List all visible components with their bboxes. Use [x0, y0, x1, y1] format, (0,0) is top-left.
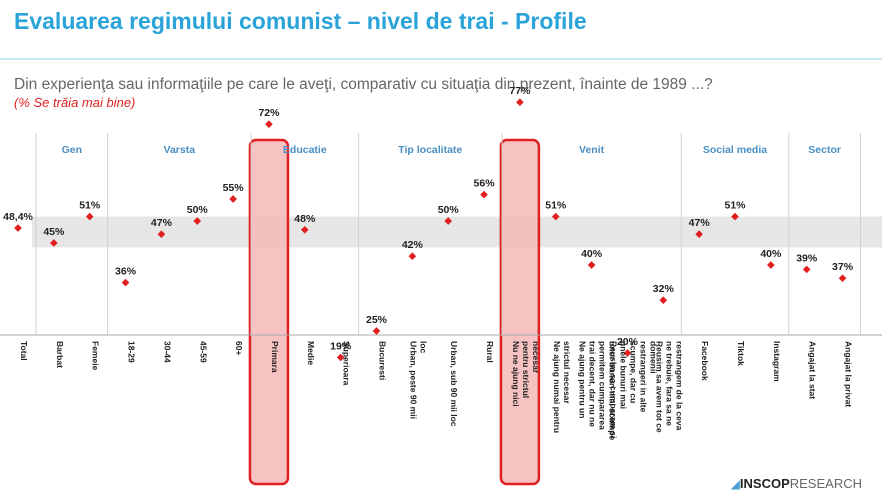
data-point — [14, 224, 22, 232]
data-label: 40% — [760, 248, 782, 260]
data-point — [408, 252, 417, 261]
data-label: 45% — [43, 226, 65, 238]
data-label: 47% — [151, 217, 173, 229]
data-label: 72% — [258, 107, 280, 119]
category-label: Bucuresti — [378, 341, 388, 380]
category-label: Angajat la privat — [844, 341, 854, 407]
data-label: 32% — [653, 283, 675, 295]
category-label: Rural — [485, 341, 495, 363]
data-label: 48,4% — [3, 211, 33, 223]
category-label: Instagram — [772, 341, 782, 382]
data-point — [623, 349, 632, 357]
data-point — [444, 217, 453, 225]
data-label: 48% — [294, 213, 316, 225]
data-point — [265, 120, 273, 129]
data-label: 39% — [796, 252, 818, 264]
data-point — [731, 212, 739, 221]
data-point — [587, 261, 596, 269]
data-point — [121, 278, 130, 287]
data-label: 50% — [187, 204, 209, 216]
category-label: Urban, peste 90 miiloc — [408, 341, 428, 419]
data-point — [659, 296, 668, 305]
category-label: Reusim sa avem tot cene trebuie, fara sa… — [654, 341, 684, 433]
category-label: Nu ne ajung nicipentru strictulnecesar — [511, 341, 541, 407]
data-point — [802, 265, 811, 274]
category-label: Urban, sub 90 mii loc — [449, 341, 459, 427]
category-label: 60+ — [234, 341, 244, 355]
data-point — [695, 230, 703, 239]
group-label: Venit — [579, 144, 605, 156]
data-point — [767, 261, 775, 269]
inscop-logo: ◢INSCOPRESEARCH — [731, 476, 862, 491]
average-band — [32, 216, 882, 248]
data-label: 77% — [509, 85, 531, 97]
data-label: 19% — [330, 340, 352, 352]
data-label: 51% — [79, 200, 101, 212]
logo-mark-icon: ◢ — [730, 477, 740, 491]
category-label: Ne ajung pentru untrai decent, dar nu ne… — [578, 341, 618, 440]
data-label: 42% — [402, 239, 424, 251]
data-label: 36% — [115, 266, 137, 278]
data-point — [516, 98, 524, 107]
data-point — [838, 274, 847, 283]
highlight-box — [248, 138, 290, 486]
category-label: Ne ajung numai pentrustrictul necesar — [552, 341, 572, 433]
group-label: Tip localitate — [398, 144, 462, 156]
data-point — [551, 212, 560, 221]
category-label: Total — [19, 341, 29, 361]
data-label: 50% — [438, 204, 460, 216]
data-point — [300, 225, 309, 234]
data-label: 55% — [223, 182, 245, 194]
logo-suffix: RESEARCH — [789, 476, 862, 491]
category-label: Reusim sa cumparam siunele bunuri maiscu… — [608, 341, 658, 438]
category-label: Facebook — [700, 341, 710, 381]
category-label: 18-29 — [127, 341, 137, 363]
data-point — [229, 195, 237, 203]
logo-brand: INSCOP — [739, 476, 790, 491]
data-label: 40% — [581, 248, 603, 260]
data-label: 51% — [724, 200, 746, 212]
group-label: Gen — [62, 144, 82, 156]
category-label: 30-44 — [162, 341, 172, 363]
category-label: Medie — [306, 341, 316, 365]
category-label: Superioara — [342, 341, 352, 386]
data-point — [372, 327, 381, 335]
chart-subtitle: (% Se trăia mai bine) — [14, 95, 136, 110]
category-label: Primara — [270, 341, 280, 373]
group-label: Social media — [703, 144, 767, 156]
slide-title: Evaluarea regimului comunist – nivel de … — [14, 8, 587, 34]
data-label: 25% — [366, 314, 388, 326]
data-label: 37% — [832, 261, 854, 273]
category-label: 45-59 — [198, 341, 208, 363]
highlight-box — [499, 138, 541, 486]
group-label: Educatie — [283, 144, 327, 156]
data-label: 47% — [689, 217, 711, 229]
category-label: Angajat la stat — [808, 341, 818, 399]
survey-question: Din experienţa sau informaţiile pe care … — [14, 76, 713, 93]
group-label: Sector — [808, 144, 841, 156]
title-divider — [0, 58, 882, 60]
data-label: 56% — [474, 178, 496, 190]
data-point — [480, 190, 488, 199]
data-label: 51% — [545, 200, 567, 212]
data-point — [336, 353, 345, 362]
category-label: Barbat — [55, 341, 65, 368]
category-label: Femeie — [91, 341, 101, 371]
group-label: Varsta — [164, 144, 196, 156]
category-label: Tiktok — [736, 341, 746, 366]
data-label: 20% — [617, 336, 639, 348]
